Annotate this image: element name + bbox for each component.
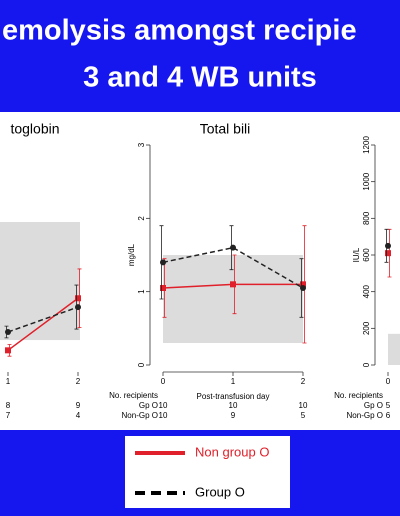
point (230, 244, 236, 251)
count-value: 10 (299, 401, 308, 410)
y-tick-label: 2 (137, 216, 146, 221)
x-tick-label: 2 (76, 377, 81, 386)
y-tick-label: 200 (362, 321, 371, 335)
y-tick-label: 600 (362, 248, 371, 262)
point (300, 281, 306, 288)
title-line: emolysis amongst recipie (2, 15, 357, 47)
y-tick-label: 0 (137, 362, 146, 367)
count-value: 6 (386, 411, 391, 420)
point (160, 259, 166, 266)
chart-title: toglobin (10, 121, 59, 137)
y-tick-label: 3 (137, 142, 146, 147)
count-label: Gp O (139, 401, 158, 410)
count-label: Non-Gp O (122, 411, 158, 420)
x-tick-label: 1 (231, 377, 236, 386)
y-tick-label: 1200 (362, 136, 371, 154)
reference-range (0, 222, 80, 341)
title-line: 3 and 4 WB units (83, 62, 317, 94)
x-axis-label: Post-transfusion day (197, 392, 270, 401)
count-value: 10 (159, 401, 168, 410)
count-value: 9 (76, 401, 81, 410)
reference-range (388, 333, 400, 365)
y-tick-label: 800 (362, 211, 371, 225)
point (160, 285, 166, 291)
series-line (7, 306, 79, 333)
count-value: 10 (159, 411, 168, 420)
chart-title: Total bili (200, 121, 251, 137)
count-header: No. recipients (109, 391, 158, 400)
point (385, 242, 391, 249)
x-tick-label: 0 (386, 377, 391, 386)
legend-label: Group O (195, 484, 245, 499)
count-label: Gp O (364, 401, 383, 410)
series-line (7, 297, 79, 351)
reference-range (163, 255, 303, 343)
count-value: 7 (6, 411, 11, 420)
count-value: 5 (386, 401, 391, 410)
count-value: 10 (229, 401, 238, 410)
count-header: No. recipients (334, 391, 383, 400)
point (300, 285, 306, 291)
y-tick-label: 1000 (362, 172, 371, 190)
point (75, 304, 81, 311)
count-value: 5 (301, 411, 306, 420)
x-tick-label: 2 (301, 377, 306, 386)
point (230, 281, 236, 288)
count-value: 8 (6, 401, 11, 410)
count-value: 9 (231, 411, 236, 420)
legend-label: Non group O (195, 444, 269, 459)
count-value: 4 (76, 411, 81, 420)
point (385, 250, 391, 257)
point (75, 295, 81, 302)
y-tick-label: 1 (137, 289, 146, 294)
y-tick-label: 0 (362, 362, 371, 367)
x-tick-label: 0 (161, 377, 166, 386)
y-axis-label: mg/dL (127, 243, 136, 266)
count-label: Non-Gp O (347, 411, 383, 420)
legend-box (125, 436, 290, 508)
y-tick-label: 400 (362, 284, 371, 298)
point (5, 347, 11, 354)
y-axis-label: IU/L (352, 247, 361, 262)
point (5, 329, 11, 335)
x-tick-label: 1 (6, 377, 11, 386)
